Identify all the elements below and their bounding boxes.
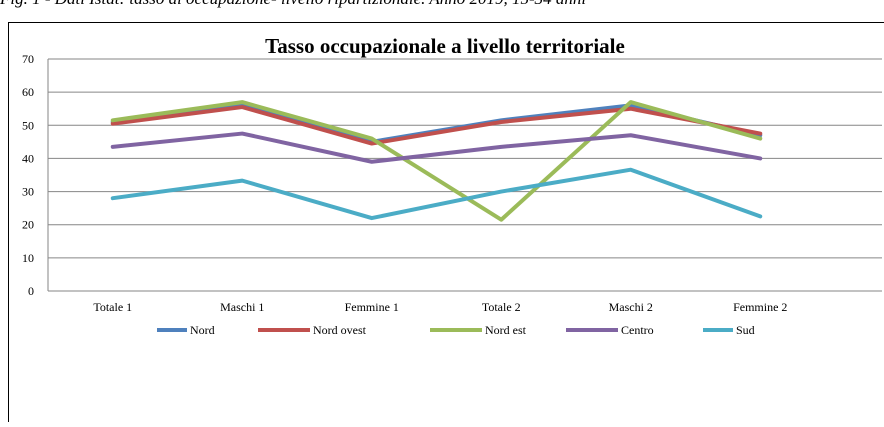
series-line — [110, 105, 763, 146]
y-tick-label: 70 — [22, 52, 34, 66]
legend-label: Nord — [190, 323, 215, 337]
chart-title: Tasso occupazionale a livello territoria… — [265, 34, 625, 58]
y-tick-label: 0 — [28, 284, 34, 298]
legend-label: Nord est — [485, 323, 527, 337]
caption: Fig. 1 - Dati Istat: tasso di occupazion… — [0, 0, 586, 8]
legend-label: Sud — [736, 323, 755, 337]
x-tick-label: Femmine 2 — [733, 300, 787, 314]
x-tick-label: Totale 2 — [482, 300, 521, 314]
x-tick-label: Femmine 1 — [345, 300, 399, 314]
y-tick-label: 30 — [22, 185, 34, 199]
series-line — [110, 131, 763, 164]
y-tick-label: 50 — [22, 118, 34, 132]
y-tick-label: 60 — [22, 85, 34, 99]
series-line — [110, 167, 763, 221]
y-tick-label: 20 — [22, 218, 34, 232]
x-tick-label: Totale 1 — [93, 300, 132, 314]
x-tick-label: Maschi 2 — [609, 300, 653, 314]
y-tick-label: 40 — [22, 151, 34, 165]
y-tick-label: 10 — [22, 251, 34, 265]
legend-label: Centro — [621, 323, 654, 337]
legend-label: Nord ovest — [313, 323, 367, 337]
x-tick-label: Maschi 1 — [220, 300, 264, 314]
series-line — [110, 100, 763, 222]
